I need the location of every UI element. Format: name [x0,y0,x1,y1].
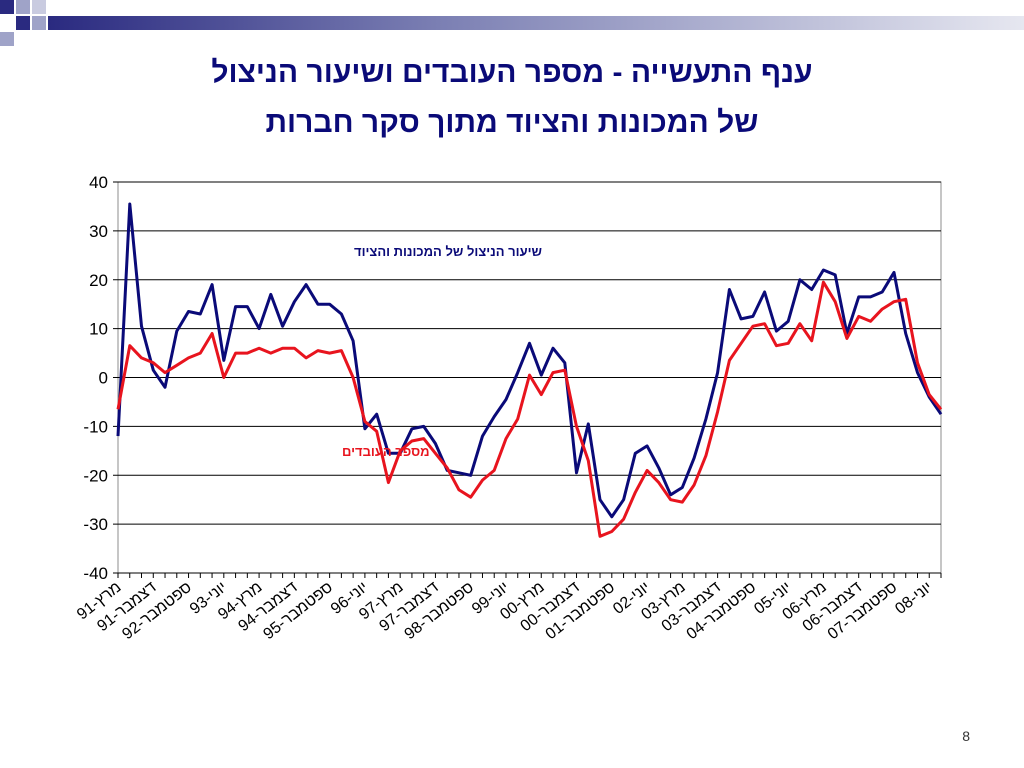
series-line-equipment [116,202,943,519]
x-tick-label: יוני-08 [892,579,935,618]
annotation-equipment: שיעור הניצול של המכונות והציוד [354,244,542,259]
y-tick-label: -30 [83,515,108,534]
series-line-workers [116,280,943,538]
y-tick-label: 20 [89,271,108,290]
slide-title-line1: ענף התעשייה - מספר העובדים ושיעור הניצול [211,56,813,89]
annotation-workers: מספר העובדים [342,444,430,459]
y-tick-label: 40 [89,173,108,192]
slide-number: 8 [962,728,970,744]
y-tick-label: -40 [83,564,108,583]
y-tick-label: 30 [89,222,108,241]
corner-decoration [0,0,46,46]
y-tick-label: -10 [83,417,108,436]
y-tick-label: -20 [83,466,108,485]
slide-title-line2: של המכונות והציוד מתוך סקר חברות [265,106,759,139]
y-tick-label: 0 [99,369,108,388]
header-stripe [48,16,1024,30]
y-tick-label: 10 [89,320,108,339]
